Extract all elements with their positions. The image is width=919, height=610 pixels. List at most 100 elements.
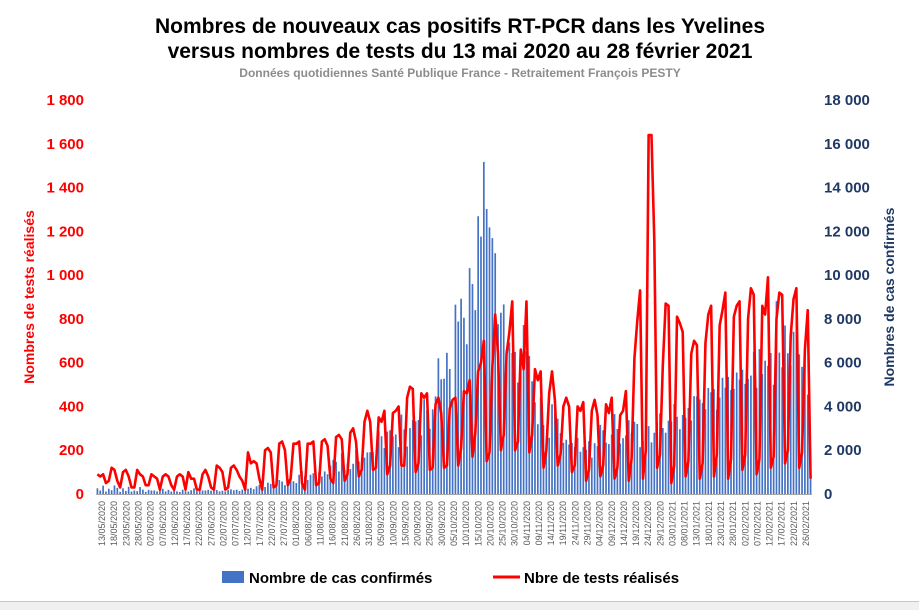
bar [349,469,352,494]
bar [207,489,210,494]
bar [355,450,357,494]
bar [596,446,599,494]
bar [735,372,738,494]
bar [113,485,116,494]
bar [718,397,721,494]
bar [215,490,218,494]
x-tick-label: 28/05/2020 [133,501,143,546]
bar [204,490,207,494]
bar [278,479,281,494]
bar [136,491,139,494]
x-tick-label: 07/02/2021 [752,501,762,546]
bar [116,487,119,494]
bar [767,365,769,494]
bar [272,483,275,494]
bar [778,352,781,494]
bar [167,489,170,494]
bar [721,377,724,494]
bar [508,342,511,494]
bar [525,351,528,494]
bar [312,473,315,494]
y-left-tick-label: 1 400 [46,180,84,197]
bar [568,444,570,494]
y-right-tick-label: 16 000 [824,136,870,153]
x-tick-label: 04/12/2020 [595,501,605,546]
bar [710,392,712,494]
x-tick-label: 09/11/2020 [534,501,544,545]
bar [366,452,369,494]
bar [181,489,184,494]
bar [519,353,522,494]
x-tick-label: 07/07/2020 [231,501,241,546]
bar [559,433,562,494]
y-left-tick-label: 0 [76,486,84,503]
bar [375,456,377,494]
bar [764,360,766,494]
bar [809,470,812,494]
bar [505,349,508,494]
bar [406,446,408,494]
x-tick-label: 24/12/2020 [643,501,653,546]
bar [321,476,323,494]
bar [647,426,650,494]
bar [372,452,374,494]
x-tick-label: 18/01/2021 [704,501,714,546]
x-tick-label: 16/08/2020 [328,501,338,546]
bar [127,486,130,494]
y-right-tick-label: 18 000 [824,92,870,109]
y-left-tick-label: 1 800 [46,92,84,109]
x-tick-label: 13/01/2021 [692,501,702,546]
x-tick-label: 01/08/2020 [291,501,301,546]
bar [426,410,428,494]
x-tick-label: 30/09/2020 [437,501,447,546]
x-tick-label: 29/12/2020 [655,501,665,546]
bar [252,489,255,494]
bar [565,439,568,494]
x-tick-label: 13/05/2020 [97,501,107,546]
bar [119,491,121,494]
bar [610,434,613,494]
bar [795,300,798,494]
bar [210,490,212,494]
bar [477,216,479,495]
bar [536,424,539,494]
bar [340,453,343,494]
bar [545,439,548,494]
bar [605,442,607,494]
bar [724,387,727,494]
x-tick-label: 28/01/2021 [728,501,738,546]
bar [789,365,792,494]
x-tick-label: 04/11/2020 [522,501,532,545]
bar [258,485,261,494]
bar [264,487,266,494]
x-tick-label: 23/05/2020 [121,501,131,546]
bar [213,489,215,494]
bar [377,431,380,494]
bar [363,457,366,494]
bar [667,420,670,494]
x-tick-label: 09/12/2020 [607,501,617,546]
bar [130,491,133,494]
bar [369,452,372,494]
bar [460,298,462,494]
x-tick-label: 27/06/2020 [206,501,216,546]
x-tick-label: 29/11/2020 [582,501,592,545]
bar [122,488,124,494]
y-left-axis-title: Nombres de tests réalisés [21,210,37,384]
bar [102,485,104,494]
x-tick-label: 25/09/2020 [425,501,435,546]
bar [241,489,244,494]
window-bottom-strip [0,601,919,610]
bar [411,420,414,494]
bar [232,490,235,494]
x-tick-labels: 13/05/2020 18/05/2020 23/05/2020 28/05/2020… [97,501,811,546]
bar [309,474,312,494]
bar [184,491,187,494]
bar [142,489,144,494]
y-right-tick-label: 0 [824,486,832,503]
bar [96,488,99,494]
x-tick-label: 07/06/2020 [158,501,168,546]
bar [133,490,136,494]
x-tick-label: 24/11/2020 [570,501,580,545]
bar [494,253,497,494]
